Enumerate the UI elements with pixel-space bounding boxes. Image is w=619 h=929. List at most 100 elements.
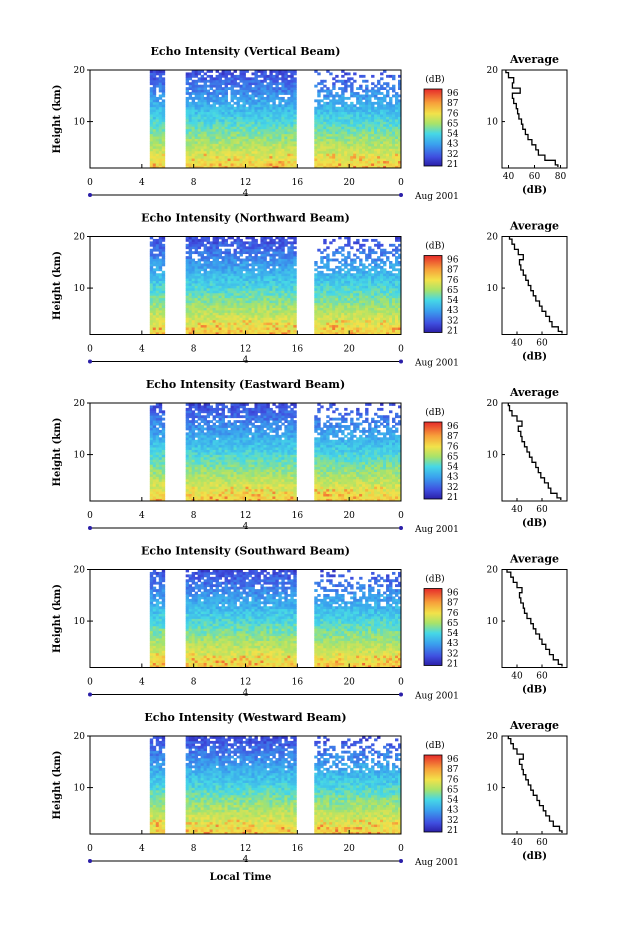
intensity-cell xyxy=(332,253,336,257)
intensity-cell xyxy=(251,148,255,152)
intensity-cell xyxy=(377,150,381,154)
intensity-cell xyxy=(203,305,208,308)
intensity-cell xyxy=(212,261,216,264)
intensity-cell xyxy=(209,292,214,296)
intensity-cell xyxy=(329,280,333,284)
intensity-cell xyxy=(227,314,231,318)
intensity-cell xyxy=(215,77,219,81)
intensity-cell xyxy=(365,79,369,83)
intensity-cell xyxy=(272,131,276,135)
intensity-cell xyxy=(350,158,354,162)
intensity-cell xyxy=(389,302,393,306)
intensity-cell xyxy=(386,305,390,308)
intensity-cell xyxy=(212,116,216,120)
intensity-cell xyxy=(314,273,318,277)
intensity-cell xyxy=(371,138,375,142)
intensity-cell xyxy=(230,253,234,257)
intensity-cell xyxy=(209,283,214,286)
intensity-cell xyxy=(335,283,339,286)
intensity-cell xyxy=(362,324,366,328)
intensity-cell xyxy=(317,94,321,98)
intensity-cell xyxy=(338,275,342,279)
intensity-cell xyxy=(356,153,360,157)
intensity-cell xyxy=(263,251,267,255)
intensity-cell xyxy=(188,104,193,108)
intensity-cell xyxy=(320,283,324,286)
intensity-cell xyxy=(203,322,208,326)
intensity-cell xyxy=(326,307,330,311)
intensity-cell xyxy=(338,94,342,98)
intensity-cell xyxy=(362,322,366,326)
intensity-cell xyxy=(266,332,270,335)
intensity-cell xyxy=(158,145,163,149)
intensity-cell xyxy=(356,116,360,120)
intensity-cell xyxy=(257,248,261,252)
intensity-cell xyxy=(317,290,321,294)
intensity-cell xyxy=(278,165,282,169)
intensity-cell xyxy=(344,109,348,113)
intensity-cell xyxy=(242,70,246,73)
intensity-cell xyxy=(335,133,339,137)
intensity-cell xyxy=(236,126,240,130)
intensity-cell xyxy=(188,295,193,299)
intensity-cell xyxy=(341,268,345,272)
intensity-cell xyxy=(212,317,216,321)
intensity-cell xyxy=(212,163,216,166)
intensity-cell xyxy=(371,314,375,318)
intensity-cell xyxy=(284,77,288,81)
intensity-cell xyxy=(242,273,246,277)
intensity-cell xyxy=(206,241,211,245)
intensity-cell xyxy=(248,273,252,277)
intensity-cell xyxy=(368,104,372,108)
intensity-cell xyxy=(215,101,219,105)
intensity-cell xyxy=(185,238,190,242)
intensity-cell xyxy=(242,327,246,330)
intensity-cell xyxy=(152,275,157,279)
intensity-cell xyxy=(209,74,214,78)
intensity-cell xyxy=(239,270,243,274)
intensity-cell xyxy=(278,287,282,291)
intensity-cell xyxy=(149,74,154,78)
intensity-cell xyxy=(230,106,234,110)
intensity-cell xyxy=(239,143,243,147)
intensity-cell xyxy=(242,114,246,117)
intensity-cell xyxy=(245,236,249,240)
intensity-cell xyxy=(371,238,375,242)
intensity-cell xyxy=(218,114,222,117)
intensity-cell xyxy=(149,141,154,144)
intensity-cell xyxy=(386,114,390,117)
intensity-cell xyxy=(152,270,157,274)
intensity-cell xyxy=(185,300,190,304)
intensity-cell xyxy=(275,297,279,301)
intensity-cell xyxy=(188,319,193,323)
intensity-cell xyxy=(227,292,231,296)
intensity-cell xyxy=(326,163,330,166)
intensity-cell xyxy=(197,302,202,306)
intensity-cell xyxy=(239,300,243,304)
intensity-cell xyxy=(224,136,228,139)
intensity-cell xyxy=(398,121,402,125)
intensity-cell xyxy=(314,109,318,113)
intensity-cell xyxy=(152,258,157,262)
intensity-cell xyxy=(224,312,228,316)
intensity-cell xyxy=(206,295,211,299)
intensity-cell xyxy=(284,327,288,330)
intensity-cell xyxy=(275,153,279,157)
intensity-cell xyxy=(383,305,387,308)
intensity-cell xyxy=(200,251,205,255)
intensity-cell xyxy=(284,310,288,313)
intensity-cell xyxy=(323,155,327,159)
intensity-cell xyxy=(194,163,199,166)
intensity-cell xyxy=(251,153,255,157)
intensity-cell xyxy=(218,109,222,113)
intensity-cell xyxy=(341,150,345,154)
intensity-cell xyxy=(374,292,378,296)
intensity-cell xyxy=(155,327,160,330)
intensity-cell xyxy=(191,295,196,299)
intensity-cell xyxy=(368,158,372,162)
intensity-cell xyxy=(197,165,202,169)
intensity-cell xyxy=(185,128,190,132)
intensity-cell xyxy=(194,79,199,83)
intensity-cell xyxy=(341,302,345,306)
intensity-cell xyxy=(386,258,390,262)
